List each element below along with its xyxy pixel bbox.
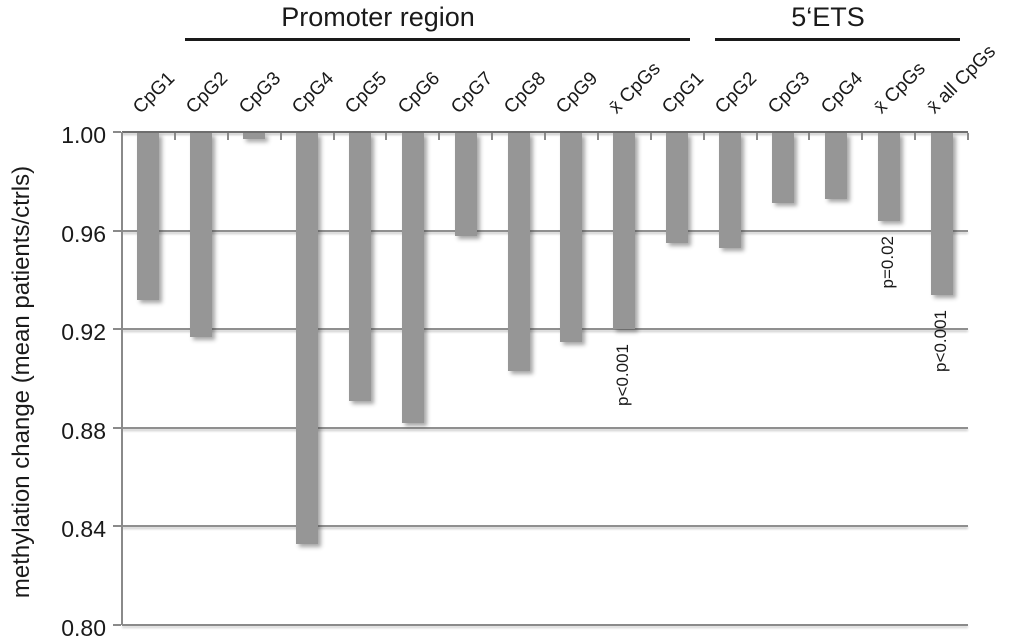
x-axis-top <box>122 131 968 133</box>
axis-tick <box>279 133 282 140</box>
category-label: CpG7 <box>446 68 497 118</box>
category-label: CpG2 <box>182 68 233 118</box>
category-label: CpG3 <box>764 68 815 118</box>
bar <box>190 133 213 337</box>
axis-tick <box>861 133 864 140</box>
category-label: CpG4 <box>288 68 339 118</box>
category-label: CpG5 <box>341 68 392 118</box>
axis-tick <box>755 133 758 140</box>
axis-tick <box>808 133 811 140</box>
bar <box>401 133 424 423</box>
bar <box>560 133 583 342</box>
axis-tick <box>113 426 121 429</box>
axis-tick <box>967 133 969 140</box>
bar <box>454 133 477 236</box>
axis-tick <box>438 133 441 140</box>
group-label-promoter-region: Promoter region <box>281 2 475 32</box>
y-tick-label: 0.96 <box>61 220 106 247</box>
category-label: CpG4 <box>816 68 867 118</box>
y-tick-label: 0.80 <box>61 615 106 641</box>
axis-tick <box>113 525 121 528</box>
category-label: CpG8 <box>499 68 550 118</box>
axis-tick <box>702 133 705 140</box>
bar <box>507 133 530 372</box>
bar <box>771 133 794 204</box>
axis-tick <box>596 133 599 140</box>
category-label: CpG9 <box>552 68 603 118</box>
y-tick-label: 1.00 <box>61 122 106 148</box>
bar <box>613 133 636 330</box>
axis-tick <box>121 133 123 140</box>
bar <box>348 133 371 401</box>
bar <box>296 133 319 544</box>
category-label: CpG1 <box>658 68 709 118</box>
axis-tick <box>332 133 335 140</box>
gridline <box>122 229 968 232</box>
axis-tick <box>226 133 229 140</box>
category-label: CpG1 <box>129 68 180 118</box>
y-tick-label: 0.88 <box>61 417 106 444</box>
p-value-annotation: p=0.02 <box>877 235 897 289</box>
bar <box>666 133 689 243</box>
axis-tick <box>113 624 121 626</box>
axis-tick <box>173 133 176 140</box>
p-value-annotation: p<0.001 <box>613 344 633 407</box>
axis-tick <box>491 133 494 140</box>
gridline <box>122 426 968 429</box>
category-label: CpG6 <box>393 68 444 118</box>
x-axis-bottom <box>122 624 968 626</box>
bar <box>243 133 266 140</box>
axis-tick <box>649 133 652 140</box>
axis-tick <box>113 328 121 331</box>
y-tick-label: 0.92 <box>61 319 106 346</box>
axis-tick <box>385 133 388 140</box>
category-label: CpG2 <box>711 68 762 118</box>
bar <box>824 133 847 199</box>
group-label-5-ets: 5‘ETS <box>791 2 865 32</box>
axis-tick <box>113 131 121 133</box>
category-label: x̄ CpGs <box>869 58 930 118</box>
y-tick-label: 0.84 <box>61 516 106 543</box>
p-value-annotation: p<0.001 <box>930 309 950 372</box>
axis-tick <box>113 229 121 232</box>
bar <box>877 133 900 221</box>
category-label: x̄ CpGs <box>605 58 666 118</box>
axis-tick <box>914 133 917 140</box>
y-axis-line <box>121 132 123 625</box>
category-label: x̄ all CpGs <box>922 41 1000 119</box>
gridline <box>122 328 968 331</box>
bar <box>719 133 742 248</box>
gridline <box>122 525 968 528</box>
category-label: CpG3 <box>235 68 286 118</box>
group-underline-5-ets <box>715 38 960 41</box>
axis-tick <box>544 133 546 140</box>
bar <box>137 133 160 300</box>
bar <box>930 133 953 295</box>
group-underline-promoter-region <box>185 38 690 41</box>
